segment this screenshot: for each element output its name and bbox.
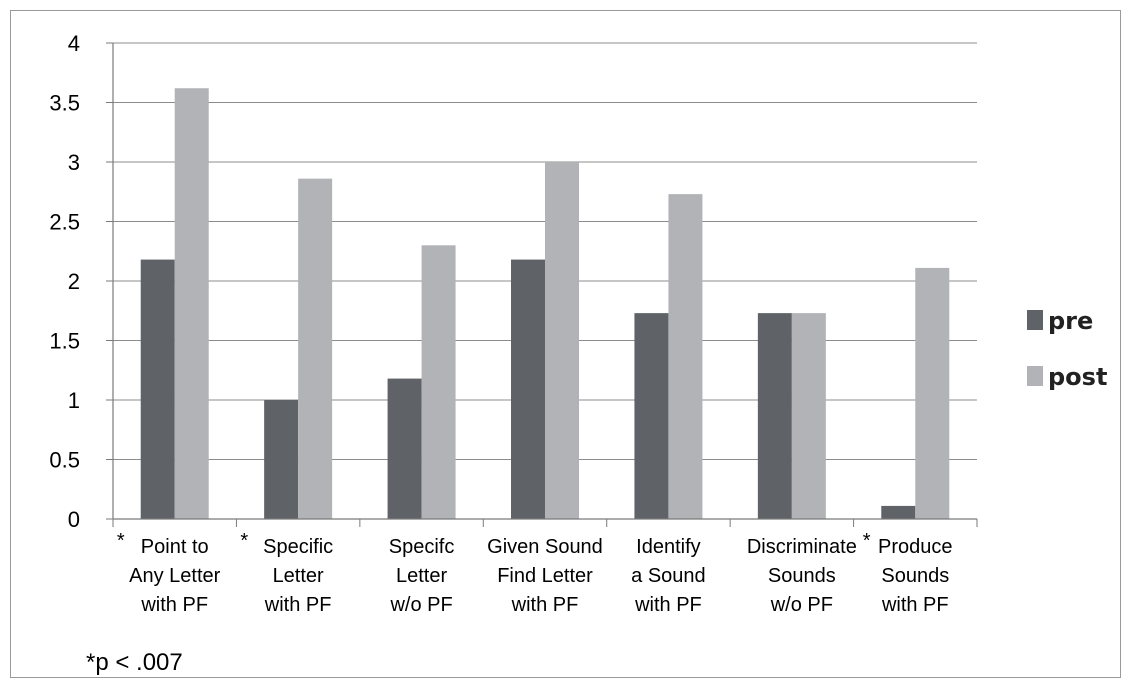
footnote: *p < .007 xyxy=(86,649,183,676)
x-category-label: with PF xyxy=(140,594,208,616)
bar-pre xyxy=(634,313,669,519)
legend-swatch-post xyxy=(1027,366,1043,386)
bar-post xyxy=(421,245,456,520)
x-category-label: Specific xyxy=(263,536,333,558)
x-category-label: Specifc xyxy=(389,536,455,558)
axes xyxy=(112,43,978,527)
x-category-label: with PF xyxy=(634,594,702,616)
significance-marker: * xyxy=(117,530,125,552)
legend-label-pre: pre xyxy=(1048,307,1093,335)
x-category-label: Sounds xyxy=(768,565,836,587)
bar-post xyxy=(915,267,950,519)
x-category-label: a Sound xyxy=(631,565,706,587)
x-category-label: Any Letter xyxy=(129,565,221,587)
x-category-labels: Point to Any Letter with PF * Specific Letter… xyxy=(117,530,953,616)
bar-pre xyxy=(140,259,175,519)
y-tick-label: 0.5 xyxy=(49,448,80,473)
x-category-label: with PF xyxy=(264,594,332,616)
x-category-label: with PF xyxy=(881,594,949,616)
x-category-label: Letter xyxy=(273,565,324,587)
y-tick-labels: 0 0.5 1 1.5 2 2.5 3 3.5 4 xyxy=(49,31,80,532)
significance-marker: * xyxy=(863,530,871,552)
bar-post xyxy=(545,162,579,519)
y-tick-label: 1 xyxy=(68,388,80,413)
y-tick-label: 1.5 xyxy=(49,329,80,354)
y-tick-label: 2 xyxy=(68,269,80,294)
legend: pre post xyxy=(1027,307,1107,391)
y-tick-label: 3.5 xyxy=(49,91,80,116)
bar-post xyxy=(668,194,703,519)
bar-pre xyxy=(387,378,422,519)
x-category-label: with PF xyxy=(511,594,579,616)
y-tick-label: 0 xyxy=(68,507,80,532)
legend-swatch-pre xyxy=(1027,310,1043,330)
bar-pre xyxy=(757,313,792,519)
x-category-label: Find Letter xyxy=(497,565,593,587)
significance-marker: * xyxy=(240,530,248,552)
x-category-label: w/o PF xyxy=(389,594,452,616)
x-category-label: Point to xyxy=(141,536,209,558)
y-tick-label: 3 xyxy=(68,150,80,175)
x-category-label: Produce xyxy=(878,536,953,558)
x-category-label: Letter xyxy=(396,565,447,587)
bars xyxy=(140,88,950,520)
y-tick-label: 2.5 xyxy=(49,210,80,235)
bar-post xyxy=(298,178,333,519)
x-category-label: w/o PF xyxy=(770,594,833,616)
x-category-label: Identify xyxy=(636,536,700,558)
legend-label-post: post xyxy=(1048,363,1107,391)
bar-post xyxy=(174,88,209,519)
bar-pre xyxy=(264,400,299,519)
bar-pre xyxy=(511,259,545,519)
x-category-label: Given Sound xyxy=(487,536,603,558)
x-category-label: Sounds xyxy=(881,565,949,587)
x-category-label: Discriminate xyxy=(747,536,857,558)
bar-post xyxy=(791,313,826,519)
bar-pre xyxy=(881,505,916,519)
y-tick-label: 4 xyxy=(68,31,80,56)
